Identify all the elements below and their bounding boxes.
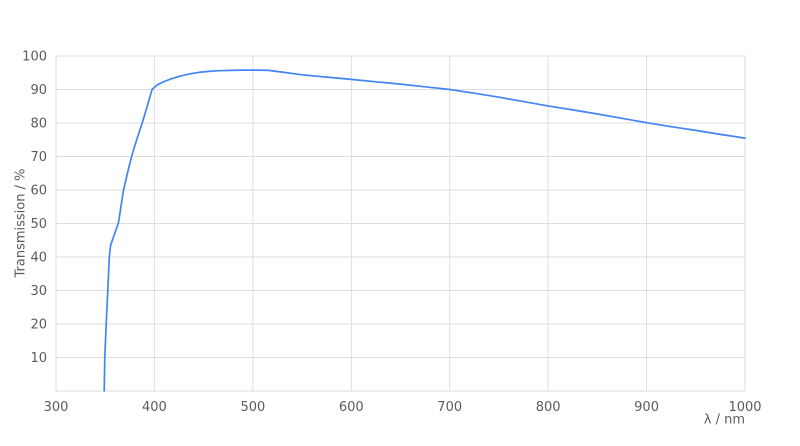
y-tick-label: 100: [22, 50, 47, 65]
x-tick-label: 400: [142, 400, 167, 415]
y-tick-label: 10: [30, 351, 47, 366]
y-tick-label: 60: [30, 184, 47, 199]
series-line-transmission: [103, 69, 746, 392]
x-tick-label: 500: [240, 400, 265, 415]
y-tick-label: 70: [30, 150, 47, 165]
y-tick-label: 80: [30, 117, 47, 132]
x-tick-label: 300: [44, 400, 69, 415]
x-tick-label: 700: [437, 400, 462, 415]
y-tick-label: 50: [30, 217, 47, 232]
y-tick-label: 20: [30, 318, 47, 333]
x-tick-label: 900: [634, 400, 659, 415]
y-tick-label: 90: [30, 83, 47, 98]
x-tick-label: 600: [339, 400, 364, 415]
x-tick-label: 1000: [728, 400, 761, 415]
y-tick-label: 40: [30, 251, 47, 266]
y-tick-label: 30: [30, 284, 47, 299]
x-tick-label: 800: [536, 400, 561, 415]
